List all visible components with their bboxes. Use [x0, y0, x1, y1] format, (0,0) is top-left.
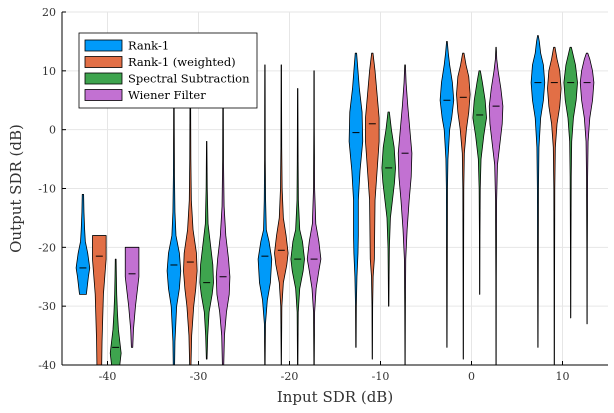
violin — [199, 141, 214, 360]
axes — [61, 11, 608, 366]
violin — [348, 52, 364, 348]
violin — [530, 35, 546, 348]
violin — [381, 111, 396, 307]
x-tick-label: -20 — [281, 370, 299, 383]
y-tick-label: -40 — [38, 359, 56, 372]
violin — [488, 46, 504, 365]
violin — [257, 64, 273, 365]
y-tick-label: -10 — [38, 183, 56, 196]
y-tick-label: 20 — [42, 6, 56, 19]
violin — [109, 258, 122, 365]
legend-label: Spectral Subtraction — [128, 72, 250, 86]
legend-label: Wiener Filter — [128, 88, 206, 102]
y-axis-label: Output SDR (dB) — [7, 124, 25, 253]
x-axis-label: Input SDR (dB) — [277, 388, 393, 406]
violin — [397, 64, 413, 365]
y-tick-label: -20 — [38, 241, 56, 254]
legend: Rank-1 Rank-1 (weighted) Spectral Subtract… — [78, 32, 258, 109]
violin — [439, 41, 455, 348]
violin — [92, 235, 107, 365]
violin — [274, 64, 289, 365]
legend-swatch — [84, 39, 123, 52]
violin — [166, 70, 182, 365]
violin — [306, 70, 322, 365]
x-tick-label: -30 — [190, 370, 208, 383]
tick-labels: -40 -30 -20 -10 0 10 -40 -30 -20 -10 0 10 20 — [38, 6, 569, 383]
violin — [365, 52, 380, 360]
violin — [124, 246, 140, 348]
x-tick-label: 10 — [556, 370, 570, 383]
violin — [547, 46, 562, 365]
x-tick-label: -10 — [372, 370, 390, 383]
violin — [75, 193, 91, 295]
violins — [75, 35, 595, 365]
legend-swatch — [84, 56, 123, 68]
x-tick-label: -40 — [99, 370, 117, 383]
legend-label: Rank-1 (weighted) — [128, 55, 236, 69]
legend-swatch — [84, 72, 123, 85]
legend-swatch — [84, 89, 123, 101]
legend-label: Rank-1 — [128, 39, 169, 53]
x-tick-label: 0 — [468, 370, 475, 383]
violin — [563, 46, 578, 319]
y-tick-label: 0 — [49, 124, 56, 137]
violin — [456, 52, 471, 360]
violin — [472, 70, 487, 295]
y-tick-label: -30 — [38, 300, 56, 313]
y-tick-label: 10 — [42, 65, 56, 78]
violin — [290, 88, 305, 365]
violin — [215, 70, 231, 365]
violin — [183, 70, 198, 365]
violin — [579, 52, 595, 325]
